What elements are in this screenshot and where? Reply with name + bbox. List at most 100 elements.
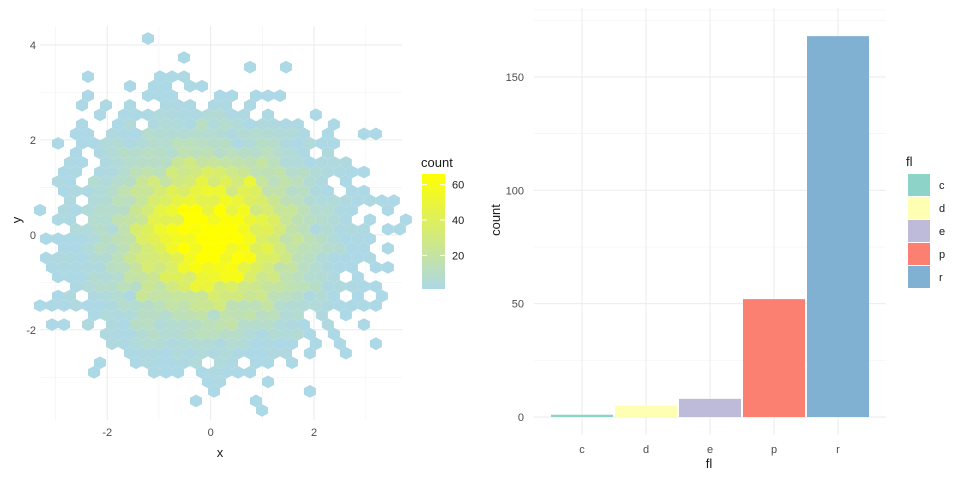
hexbin-cell — [196, 327, 208, 341]
hexbin-cell — [321, 146, 334, 160]
hexbin-cell — [70, 280, 82, 293]
hexbin-cell — [309, 299, 322, 312]
hexbin-cell — [286, 337, 298, 351]
hexbin-cell — [166, 318, 178, 331]
hexbin-cell — [250, 261, 262, 274]
hexbin-cell — [369, 261, 382, 274]
hexbin-cell — [82, 70, 94, 83]
hexbin-cell — [106, 184, 118, 198]
hexbin-cell — [172, 346, 184, 360]
hexbin-cell — [154, 146, 166, 160]
hexbin-cell — [357, 318, 370, 331]
hexbin-cell — [351, 194, 364, 207]
hexbin-cell — [130, 108, 142, 122]
hexbin-cell — [232, 327, 244, 341]
hexbin-x-tick-labels: -2 0 2 — [102, 427, 317, 439]
hexbin-cell — [160, 346, 172, 360]
hexbin-cell — [393, 222, 406, 236]
hexbin-cell — [112, 251, 124, 265]
hexbin-cell — [46, 261, 58, 274]
hexbin-cell — [339, 232, 352, 246]
hexbin-cell — [82, 203, 94, 217]
hexbin-cell — [262, 184, 274, 198]
hexbin-cell — [202, 261, 214, 274]
hexbin-cell — [232, 289, 244, 303]
bar-r — [807, 36, 869, 418]
hexbin-cell — [208, 327, 220, 341]
hexbin-cell — [202, 222, 214, 236]
hexbin-cell — [124, 232, 136, 246]
hexbin-cell — [226, 127, 238, 141]
hexbin-cell — [292, 213, 304, 227]
hexbin-cell — [118, 127, 130, 141]
hexbin-cell — [244, 327, 256, 341]
hexbin-cell — [309, 242, 322, 255]
hexbin-cell — [142, 146, 154, 160]
hexbin-cell — [262, 356, 274, 370]
hexbin-cell — [298, 318, 310, 331]
hexbin-cell — [100, 327, 112, 341]
hexbin-cell — [202, 337, 214, 351]
hexbin-y-tick-label: -2 — [26, 325, 36, 337]
hexbin-cell — [298, 261, 310, 274]
hexbin-cell — [52, 251, 64, 265]
hexbin-cell — [88, 289, 100, 303]
hexbin-cell — [274, 261, 286, 274]
hexbin-cell — [160, 308, 172, 322]
hexbin-cell — [286, 242, 298, 255]
hexbin-cell — [268, 175, 280, 188]
hexbin-cell — [321, 242, 334, 255]
hexbin-legend: count 20 40 60 — [421, 155, 464, 289]
hexbin-cell — [154, 203, 166, 217]
hexbin-cell — [142, 318, 154, 331]
hexbin-cell — [184, 213, 196, 227]
bar-d — [615, 405, 677, 417]
hexbin-cell — [214, 242, 226, 255]
hexbin-cell — [46, 299, 58, 312]
hexbin-cell — [106, 127, 118, 141]
hexbin-cell — [250, 184, 262, 198]
hexbin-cell — [280, 251, 292, 265]
hexbin-cell — [106, 337, 118, 351]
hexbin-cell — [262, 222, 274, 236]
hexbin-cell — [244, 270, 256, 284]
hexbin-cell — [363, 232, 376, 246]
hexbin-cell — [232, 118, 244, 131]
hexbin-cell — [292, 175, 304, 188]
hexbin-cell — [106, 261, 118, 274]
hexbin-cell — [208, 270, 220, 284]
hexbin-cell — [166, 222, 178, 236]
hexbin-cell — [58, 318, 70, 331]
hexbin-cell — [309, 203, 322, 217]
bar-y-tick-label: 0 — [518, 412, 524, 424]
hexbin-cell — [64, 232, 76, 246]
hexbin-cell — [286, 127, 298, 141]
hexbin-cell — [82, 261, 94, 274]
hexbin-cell — [124, 137, 136, 150]
hexbin-cell — [238, 337, 250, 351]
hexbin-cell — [82, 222, 94, 236]
hexbin-cell — [244, 366, 256, 379]
hexbin-cell — [315, 232, 328, 246]
hexbin-cell — [208, 289, 220, 303]
hexbin-cell — [100, 289, 112, 303]
hexbin-cell — [286, 184, 298, 198]
hexbin-cell — [262, 89, 274, 103]
hexbin-cell — [172, 98, 184, 112]
hexbin-cell — [172, 270, 184, 284]
hexbin-cell — [250, 242, 262, 255]
hexbin-cell — [160, 213, 172, 227]
hexbin-cell — [286, 356, 298, 370]
bar-legend-key-c — [908, 174, 930, 196]
hexbin-cell — [160, 175, 172, 188]
hexbin-cell — [232, 232, 244, 246]
hexbin-legend-colorbar — [422, 174, 445, 289]
hexbin-cell — [148, 346, 160, 360]
hexbin-cell — [202, 184, 214, 198]
hexbin-cell — [82, 127, 94, 141]
hexbin-cell — [160, 79, 172, 93]
hexbin-cell — [351, 251, 364, 265]
hexbin-cell — [315, 251, 328, 265]
hexbin-cell — [130, 318, 142, 331]
